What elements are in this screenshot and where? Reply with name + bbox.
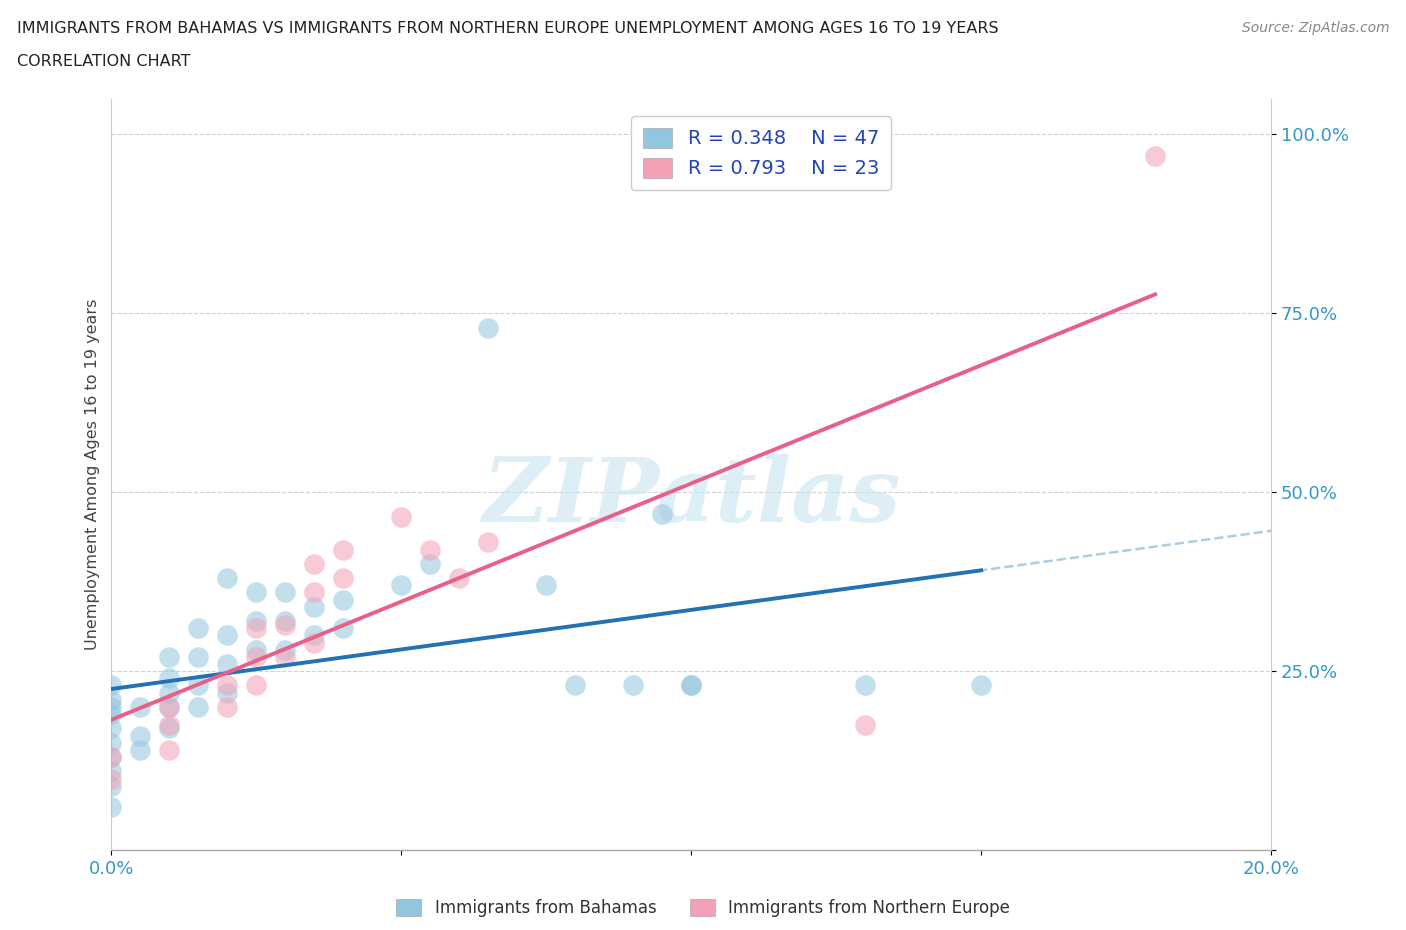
Point [621,678,644,693]
Legend: R = 0.348    N = 47, R = 0.793    N = 23: R = 0.348 N = 47, R = 0.793 N = 23 [631,116,890,190]
Point [304,599,326,614]
Point [304,556,326,571]
Point [129,699,152,714]
Point [1144,149,1167,164]
Text: Source: ZipAtlas.com: Source: ZipAtlas.com [1241,21,1389,35]
Point [217,657,239,671]
Point [217,685,239,700]
Y-axis label: Unemployment Among Ages 16 to 19 years: Unemployment Among Ages 16 to 19 years [86,299,100,650]
Point [100,707,122,722]
Point [157,699,180,714]
Point [187,678,209,693]
Point [129,742,152,757]
Point [449,571,471,586]
Point [157,685,180,700]
Point [100,771,122,786]
Point [274,585,297,600]
Point [157,699,180,714]
Point [245,621,267,636]
Point [187,649,209,664]
Point [970,678,993,693]
Point [853,717,876,732]
Point [332,542,354,557]
Point [477,320,499,335]
Point [332,571,354,586]
Point [245,678,267,693]
Point [217,699,239,714]
Point [304,628,326,643]
Point [536,578,558,592]
Text: CORRELATION CHART: CORRELATION CHART [17,54,190,69]
Point [389,510,412,525]
Point [304,635,326,650]
Point [100,800,122,815]
Point [100,692,122,707]
Point [157,649,180,664]
Point [100,678,122,693]
Point [274,643,297,658]
Point [681,678,703,693]
Point [419,556,441,571]
Point [651,506,673,521]
Point [100,699,122,714]
Text: ZIPatlas: ZIPatlas [482,454,900,540]
Point [564,678,586,693]
Point [274,618,297,632]
Point [157,721,180,736]
Point [100,764,122,778]
Point [245,585,267,600]
Point [332,621,354,636]
Point [187,699,209,714]
Point [157,671,180,685]
Point [100,778,122,793]
Point [245,614,267,629]
Point [187,621,209,636]
Point [304,585,326,600]
Point [100,736,122,751]
Point [100,721,122,736]
Point [245,649,267,664]
Point [332,592,354,607]
Point [274,614,297,629]
Text: IMMIGRANTS FROM BAHAMAS VS IMMIGRANTS FROM NORTHERN EUROPE UNEMPLOYMENT AMONG AG: IMMIGRANTS FROM BAHAMAS VS IMMIGRANTS FR… [17,21,998,36]
Point [217,678,239,693]
Point [217,571,239,586]
Point [245,643,267,658]
Point [100,750,122,764]
Point [419,542,441,557]
Legend: Immigrants from Bahamas, Immigrants from Northern Europe: Immigrants from Bahamas, Immigrants from… [391,894,1015,922]
Point [681,678,703,693]
Point [129,728,152,743]
Point [389,578,412,592]
Point [853,678,876,693]
Point [100,750,122,764]
Point [217,628,239,643]
Point [274,649,297,664]
Point [477,535,499,550]
Point [157,717,180,732]
Point [157,742,180,757]
